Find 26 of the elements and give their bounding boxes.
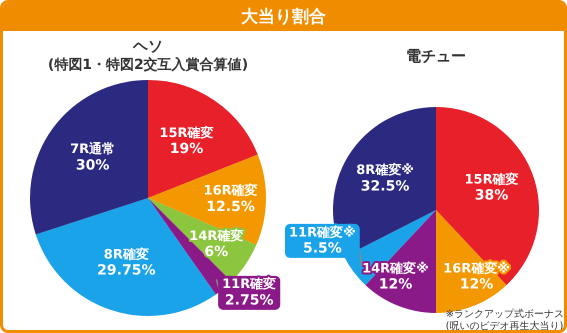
data-label: 12.5% — [206, 198, 255, 215]
slice-label: 14R確変 — [189, 228, 244, 244]
text: ※ランクアップ式ボーナス — [446, 309, 564, 320]
data-label: 12% — [378, 276, 412, 293]
data-label: 29.75% — [97, 262, 156, 279]
slice-label: 15R確変 — [159, 124, 214, 141]
slice-label: 16R確変 — [204, 182, 258, 199]
data-label: 30% — [76, 157, 110, 174]
slice-label: 15R確変 — [464, 171, 519, 188]
data-label: 5.5% — [302, 240, 342, 257]
slice-label: 11R確変 — [222, 276, 276, 292]
data-label: 32.5% — [360, 178, 410, 194]
chart-title: 電チュー — [405, 47, 467, 66]
slice-label: 16R確変※ — [443, 260, 510, 276]
data-label: 2.75% — [224, 292, 274, 308]
data-label: 38% — [474, 188, 508, 204]
text: 大当り割合 — [241, 7, 326, 27]
data-label: 6% — [204, 244, 228, 260]
chart-title: ヘソ — [132, 37, 164, 56]
slice-label: 7R通常 — [70, 141, 116, 158]
slice-label: 8R確変※ — [356, 162, 414, 178]
data-label: 19% — [170, 141, 204, 158]
chart-subtitle: (特図1・特図2交互入賞合算値) — [46, 56, 250, 75]
data-label: 12% — [460, 276, 494, 293]
slice-label: 8R確変 — [104, 246, 149, 262]
slice-label: 11R確変※ — [289, 224, 356, 240]
